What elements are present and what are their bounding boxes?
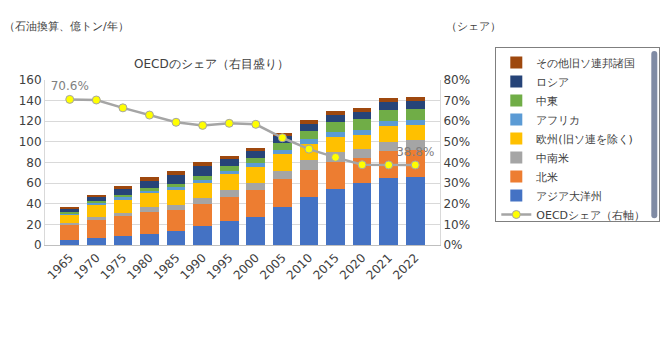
svg-text:欧州(旧ソ連を除く): 欧州(旧ソ連を除く) — [536, 133, 633, 146]
svg-text:80%: 80% — [443, 73, 470, 87]
svg-text:OECDシェア（右軸）: OECDシェア（右軸） — [536, 209, 645, 221]
svg-text:100: 100 — [19, 135, 42, 149]
svg-text:40: 40 — [26, 197, 41, 211]
svg-text:アフリカ: アフリカ — [536, 114, 580, 127]
svg-text:2015: 2015 — [310, 251, 341, 282]
svg-text:北米: 北米 — [536, 171, 558, 184]
svg-text:1965: 1965 — [45, 251, 76, 282]
svg-text:60: 60 — [26, 176, 41, 190]
svg-text:1995: 1995 — [204, 251, 235, 282]
svg-text:1980: 1980 — [124, 251, 155, 282]
svg-text:20%: 20% — [443, 197, 470, 211]
svg-text:38.8%: 38.8% — [396, 145, 434, 159]
svg-text:ロシア: ロシア — [536, 76, 569, 89]
svg-text:2010: 2010 — [284, 251, 315, 282]
svg-text:160: 160 — [19, 73, 42, 87]
svg-text:アジア大洋州: アジア大洋州 — [536, 190, 602, 203]
svg-text:50%: 50% — [443, 135, 470, 149]
svg-text:（石油換算、億トン/年）: （石油換算、億トン/年） — [4, 20, 129, 33]
svg-text:70.6%: 70.6% — [51, 79, 89, 93]
svg-text:10%: 10% — [443, 218, 470, 232]
svg-text:2000: 2000 — [231, 251, 262, 282]
svg-text:0: 0 — [34, 238, 42, 252]
svg-text:中南米: 中南米 — [536, 152, 569, 165]
svg-text:（シェア）: （シェア） — [446, 20, 501, 33]
svg-text:1975: 1975 — [98, 251, 129, 282]
svg-text:30%: 30% — [443, 176, 470, 190]
svg-text:140: 140 — [19, 94, 42, 108]
svg-text:1970: 1970 — [71, 251, 102, 282]
svg-text:120: 120 — [19, 114, 42, 128]
svg-text:60%: 60% — [443, 114, 470, 128]
svg-text:中東: 中東 — [536, 95, 558, 108]
svg-text:2021: 2021 — [364, 251, 395, 282]
svg-text:0%: 0% — [443, 238, 462, 252]
svg-text:2020: 2020 — [337, 251, 368, 282]
svg-text:その他旧ソ連邦諸国: その他旧ソ連邦諸国 — [536, 57, 635, 70]
svg-text:70%: 70% — [443, 94, 470, 108]
svg-text:20: 20 — [26, 218, 41, 232]
svg-text:2005: 2005 — [257, 251, 288, 282]
svg-text:40%: 40% — [443, 156, 470, 170]
svg-text:80: 80 — [26, 156, 41, 170]
svg-text:2022: 2022 — [390, 251, 421, 282]
svg-text:OECDのシェア（右目盛り）: OECDのシェア（右目盛り） — [134, 57, 289, 71]
svg-text:1985: 1985 — [151, 251, 182, 282]
svg-text:1990: 1990 — [177, 251, 208, 282]
